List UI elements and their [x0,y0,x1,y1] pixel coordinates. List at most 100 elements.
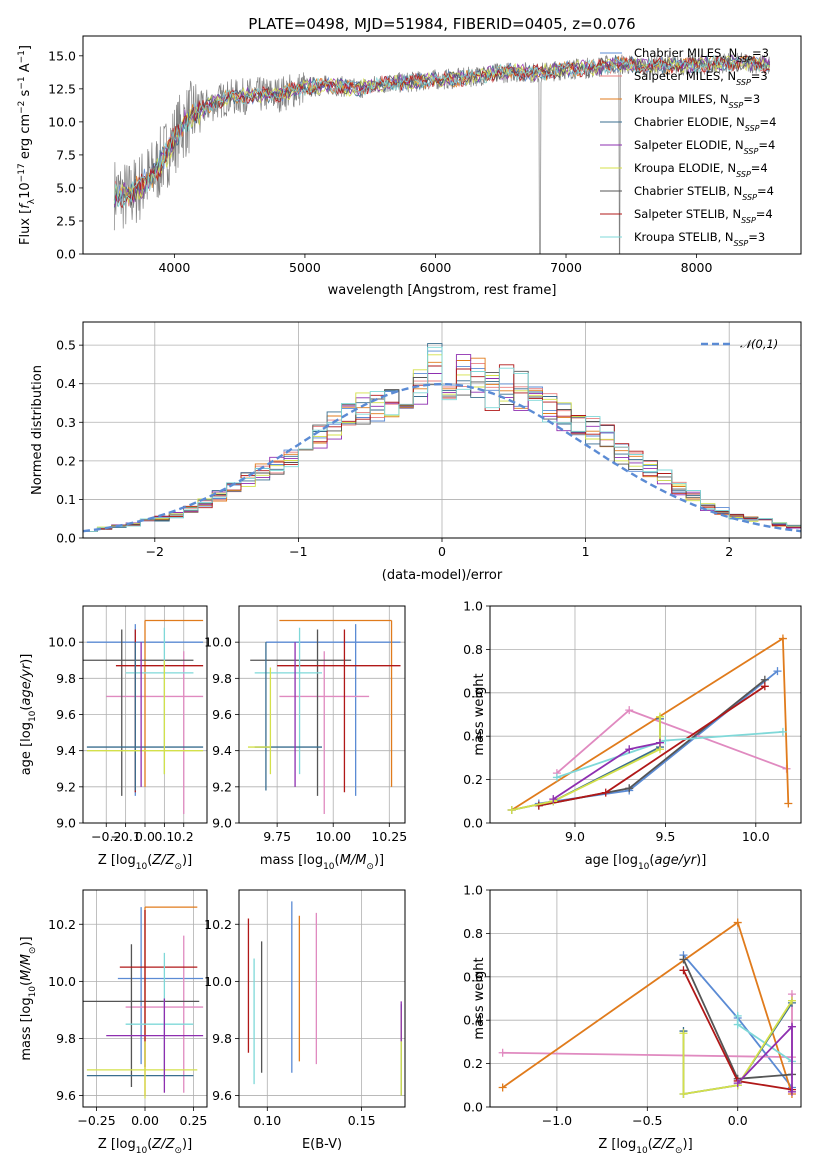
legend-label-sub: SSP [737,55,752,64]
x-tick-label: 5000 [289,260,321,275]
weight-line [511,636,790,811]
weight-line [682,1000,793,1096]
legend-label-suffix: =4 [758,138,775,152]
x-axis-label: Z [log10(Z/Z⊙)] [98,1137,192,1156]
label-part: ( [147,1137,152,1152]
plot-area [498,918,796,1098]
y-tick-label: 0.3 [56,415,76,430]
legend-label: Salpeter ELODIE, NSSP=4 [634,138,775,156]
weight-marker [661,736,670,745]
histogram-step [83,346,801,538]
plot-area [247,619,401,814]
panel-6: −0.25 0.00 0.259.69.810.010.2Z [log10(Z/Z⊙… [19,889,208,1156]
weight-marker [787,1087,796,1096]
y-tick-label: 10.2 [48,917,76,932]
errorbar-point [254,627,322,775]
legend-label-main: Chabrier MILES, N [634,46,737,60]
panel-2: −2 −1 0 1 2 0.0 0.1 0.2 0.3 0.4 0.5 (data-model)/er… [30,321,802,583]
errorbar-point [279,651,370,814]
model-fit-line [113,54,770,208]
legend-label-sub: SSP [744,147,759,156]
y-tick-label: 1.0 [463,883,483,898]
errorbar-point [279,619,393,787]
axes-frame [489,889,802,1108]
x-tick-label: 8000 [681,260,713,275]
x-tick-label: 9.75 [263,829,291,844]
legend-label-suffix: =3 [752,46,769,60]
y-tick-label: 0.2 [463,1056,483,1071]
y-axis-label: Flux [fλ10−17 erg cm−2 s−1 A−1] [17,45,37,245]
errorbar-point [247,667,272,775]
y-tick-label: 0.2 [463,772,483,787]
plot-area [113,52,771,254]
legend-label: Chabrier STELIB, NSSP=4 [634,184,774,202]
errorbar-point [83,944,200,1088]
y-tick-label: 10.0 [48,114,76,129]
x-tick-label: 0.10 [253,1113,281,1128]
label-part: f [18,202,33,209]
weight-marker [625,745,634,754]
y-tick-label: 0.8 [463,642,483,657]
errorbar-point [265,624,401,796]
y-tick-label: 9.8 [56,1031,76,1046]
legend-label-main: Salpeter MILES, N [634,69,736,83]
y-axis-label: Normed distribution [30,365,45,495]
panel-3: −0.2−0.10.0 0.1 0.2 9.0 9.2 9.4 9.6 9.8 10.0 Z [l… [19,605,208,872]
legend-label: Chabrier ELODIE, NSSP=4 [634,115,776,133]
legend-label-sub: SSP [729,101,744,110]
weight-marker [679,1029,688,1038]
y-tick-label: 0.0 [56,247,76,262]
legend-label-main: Chabrier STELIB, N [634,184,742,198]
legend-label: Salpeter MILES, NSSP=3 [634,69,768,87]
axes-frame [82,35,802,255]
label-part: ( [19,981,34,986]
y-tick-label: 10.0 [204,974,232,989]
legend-label-sub: SSP [734,239,749,248]
legend-label-suffix: =4 [751,161,768,175]
label-part: 10 [28,710,38,722]
y-tick-label: 0.8 [463,926,483,941]
label-part: ( [147,853,152,868]
legend-label-suffix: =3 [748,230,765,244]
y-tick-label: 0.6 [463,969,483,984]
label-part: age/yr [654,853,697,868]
label-part: ⊙ [675,1146,683,1156]
label-part: 10 [136,1146,148,1156]
y-tick-label: 0.2 [56,453,76,468]
y-tick-label: 9.4 [56,743,76,758]
weight-line [552,741,661,800]
x-axis-label: E(B-V) [302,1137,342,1152]
normal-curve [83,382,801,533]
legend-label-sub: SSP [741,216,756,225]
legend-label: Kroupa ELODIE, NSSP=4 [634,161,768,179]
y-tick-label: 12.5 [48,81,76,96]
label-part: )] [19,936,34,946]
x-tick-label: 0.2 [174,829,194,844]
weight-marker [679,966,688,975]
panel-7: 0.10 0.15 9.6 9.8 10.0 10.2 E(B-V) [204,889,406,1152]
label-part: Z [log [98,853,136,868]
x-axis-label: wavelength [Angstrom, rest frame] [328,283,557,298]
weight-series [552,727,787,782]
label-part: 10 [28,986,38,998]
x-tick-label: 10.00 [315,829,351,844]
label-part: Z [log [98,1137,136,1152]
weight-marker [498,1083,507,1092]
label-part: −2 [17,101,27,114]
label-part: ⊙ [366,862,374,872]
legend-label-main: Kroupa ELODIE, N [634,161,736,175]
y-tick-label: 9.6 [56,707,76,722]
errorbar-point [115,629,204,793]
legend-label-main: Kroupa MILES, N [634,92,729,106]
legend-label: 𝒩(0,1) [740,337,778,351]
legend-label-sub: SSP [742,193,757,202]
x-tick-label: 0.0 [135,829,155,844]
panel-1: 4000 5000 6000 7000 8000 0.0 2.5 5.0 7.5 10.0 12.5… [17,15,802,298]
weight-marker [784,799,793,808]
label-part: A [18,63,33,76]
label-part: s [18,89,33,100]
label-part: ⊙ [174,1146,182,1156]
weight-marker [679,1089,688,1098]
y-tick-label: 9.2 [56,779,76,794]
